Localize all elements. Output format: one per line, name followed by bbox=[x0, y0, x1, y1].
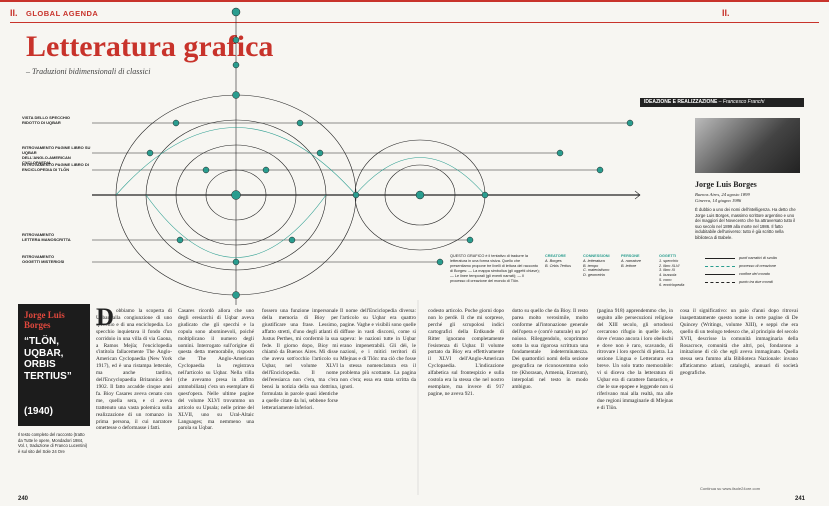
legend-item: 6. enciclopedia bbox=[659, 283, 695, 288]
label-line: RITROVAMENTO PAGINE LIBRO SU UQBAR bbox=[22, 145, 92, 155]
text-column: obbiamo la scoperta di Uqbar alla congiu… bbox=[96, 308, 172, 488]
label-line: RIDOTTO DI UQBAR bbox=[22, 120, 92, 125]
key-swatch bbox=[705, 266, 735, 267]
key-label: punti narrativi di svolta bbox=[739, 256, 777, 260]
story-box: Jorge Luis Borges “TLÖN, UQBAR, ORBIS TE… bbox=[18, 304, 90, 426]
legend-item: B. Orbis Tertius bbox=[545, 264, 581, 269]
label-line: OGGETTI MISTERIOSI bbox=[22, 259, 92, 264]
key-row: confine del mondo bbox=[705, 270, 805, 278]
text-column: (pagina 918) apprendemmo che, in seguito… bbox=[597, 308, 673, 488]
text-column: Casares ricordò allora che uno degli ere… bbox=[178, 308, 254, 488]
text-column: cosa il significativo: un paio d'anni do… bbox=[680, 308, 798, 488]
profile-name: Jorge Luis Borges bbox=[695, 180, 757, 189]
label-line: ENCICLOPEDIA DI TLÖN bbox=[22, 167, 92, 172]
death: Ginevra, 14 giugno 1986 bbox=[695, 198, 741, 203]
text-column: codesto articolo. Poche giorni dopo non … bbox=[428, 308, 504, 488]
text-column: Il nome dell'Enciclopedia diversa: l'art… bbox=[340, 308, 416, 488]
story-author: Jorge Luis Borges bbox=[24, 310, 84, 330]
key-swatch bbox=[705, 282, 735, 283]
page-number: 241 bbox=[795, 496, 805, 502]
text-column: fossero una funzione impersonale della m… bbox=[262, 308, 338, 488]
text-column: dotto su quello che da Bioy. Il resto pa… bbox=[512, 308, 588, 488]
key-row: punti narrativi di svolta bbox=[705, 254, 805, 262]
legend-item: B. lettore bbox=[621, 264, 657, 269]
key-label: punto tra due mondi bbox=[739, 280, 773, 284]
profile-bio: È dubbio a uno dei nomi dell'intelligenz… bbox=[695, 207, 800, 240]
key-row: punto tra due mondi bbox=[705, 278, 805, 286]
diagram-intro: QUESTO GRAFICO è il tentativo di tradurr… bbox=[450, 254, 540, 284]
key-label: processo di creazione bbox=[739, 264, 776, 268]
story-title: “TLÖN, UQBAR, ORBIS TERTIUS” bbox=[24, 336, 86, 382]
key-label: confine del mondo bbox=[739, 272, 770, 276]
magazine-spread: II. GLOBAL AGENDA II. Letteratura grafic… bbox=[0, 0, 829, 506]
key-swatch bbox=[705, 258, 735, 259]
legend-keys: punti narrativi di svolta processo di cre… bbox=[705, 254, 805, 286]
label-line: LETTERA MANOSCRITTA bbox=[22, 237, 92, 242]
page-number: 240 bbox=[18, 496, 28, 502]
key-swatch bbox=[705, 274, 735, 275]
story-year: (1940) bbox=[24, 406, 53, 417]
continues: Continua su www.ilsole24ore.com bbox=[700, 486, 760, 491]
portrait-photo bbox=[695, 118, 800, 173]
birth: Buenos Aires, 24 agosto 1899 bbox=[695, 192, 750, 197]
key-row: processo di creazione bbox=[705, 262, 805, 270]
legend-item: D. geometria bbox=[583, 273, 619, 278]
story-caption: Il testo completo del racconto (tratto d… bbox=[18, 432, 90, 454]
